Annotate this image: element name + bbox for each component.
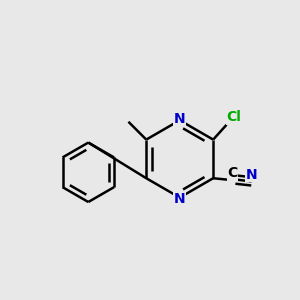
Text: N: N	[174, 112, 185, 126]
Text: Cl: Cl	[226, 110, 242, 124]
Text: N: N	[174, 192, 185, 206]
Text: N: N	[246, 168, 258, 182]
Text: C: C	[227, 166, 238, 180]
